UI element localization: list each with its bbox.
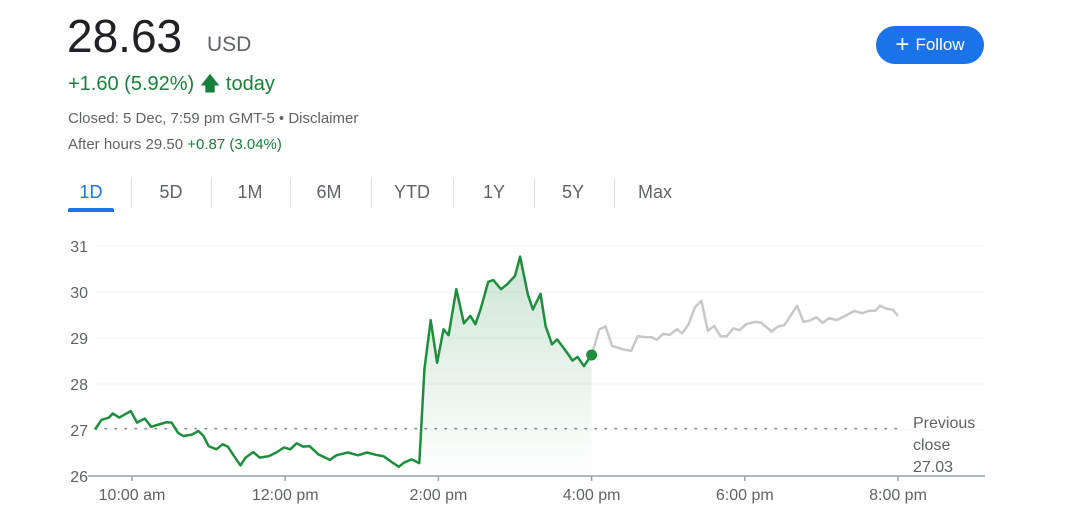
follow-button[interactable]: + Follow	[876, 26, 984, 64]
plus-icon: +	[895, 31, 910, 58]
y-tick-label: 27	[70, 423, 88, 440]
follow-label: Follow	[915, 35, 965, 54]
x-tick-label: 2:00 pm	[409, 487, 467, 504]
closed-status: Closed: 5 Dec, 7:59 pm GMT-5 • Disclaime…	[68, 110, 359, 127]
tab-separator	[211, 178, 212, 208]
current-price: 28.63	[67, 10, 183, 62]
previous-close-value: 27.03	[913, 459, 953, 476]
y-tick-label: 29	[70, 331, 88, 348]
y-tick-label: 31	[70, 239, 88, 256]
currency-label: USD	[207, 33, 252, 56]
area-fill	[419, 256, 592, 476]
x-tick-label: 6:00 pm	[716, 487, 774, 504]
last-price-marker	[586, 349, 598, 361]
previous-close-label: Previous	[913, 415, 975, 432]
tab-5d[interactable]: 5D	[159, 182, 183, 202]
tab-6m[interactable]: 6M	[316, 182, 342, 202]
after-hours-line	[590, 299, 899, 356]
y-tick-label: 26	[70, 469, 88, 486]
after-hours: After hours 29.50 +0.87 (3.04%)	[68, 136, 282, 153]
tab-1d[interactable]: 1D	[79, 182, 103, 202]
price-change-value: +1.60 (5.92%)	[68, 73, 195, 95]
tab-separator	[614, 178, 615, 208]
tab-separator	[534, 178, 535, 208]
tab-separator	[131, 178, 132, 208]
tab-5y[interactable]: 5Y	[561, 182, 585, 202]
y-tick-label: 30	[70, 285, 88, 302]
price-change: +1.60 (5.92%) 🡅 today	[68, 69, 275, 103]
after-hours-change: +0.87 (3.04%)	[187, 136, 282, 153]
x-tick-label: 10:00 am	[99, 487, 166, 504]
tab-1y[interactable]: 1Y	[482, 182, 506, 202]
tab-separator	[453, 178, 454, 208]
x-tick-label: 4:00 pm	[563, 487, 621, 504]
x-tick-label: 12:00 pm	[252, 487, 319, 504]
regular-session-line	[93, 255, 593, 469]
tab-max[interactable]: Max	[637, 182, 673, 202]
tab-1m[interactable]: 1M	[237, 182, 263, 202]
after-hours-price: After hours 29.50	[68, 136, 184, 153]
previous-close-label: close	[913, 437, 950, 454]
active-tab-indicator	[68, 208, 114, 212]
x-tick-label: 8:00 pm	[869, 487, 927, 504]
change-period: today	[225, 73, 275, 95]
tab-separator	[290, 178, 291, 208]
tab-ytd[interactable]: YTD	[394, 182, 430, 202]
arrow-up-icon: 🡅	[199, 73, 221, 95]
y-tick-label: 28	[70, 377, 88, 394]
tab-separator	[371, 178, 372, 208]
